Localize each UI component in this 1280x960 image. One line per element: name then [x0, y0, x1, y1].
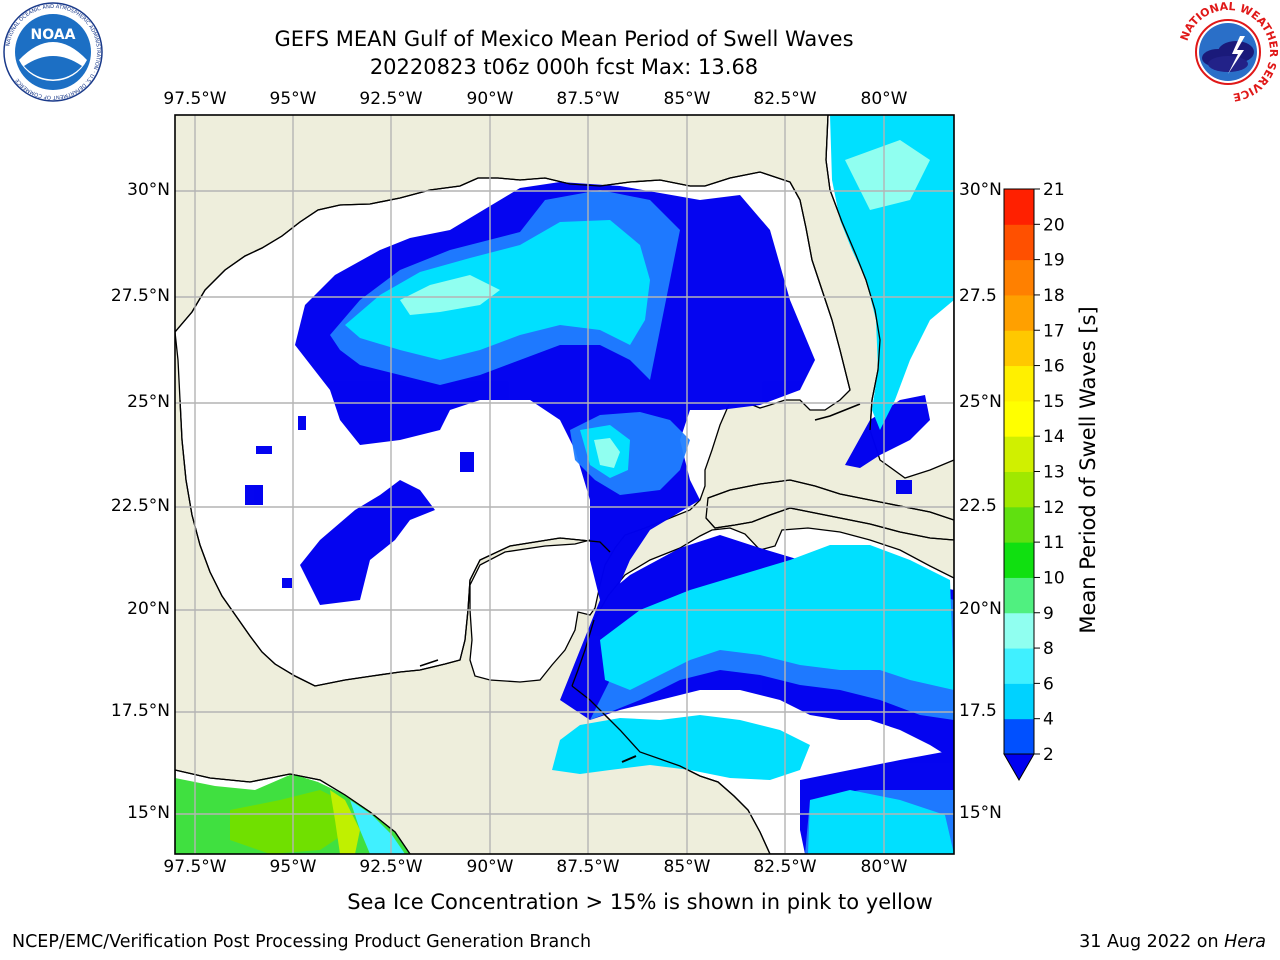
colorbar-tick-label: 10 [1043, 568, 1065, 588]
colorbar-cell [1004, 718, 1034, 755]
colorbar-extend-arrow [1003, 753, 1035, 782]
footer-producer: NCEP/EMC/Verification Post Processing Pr… [12, 932, 592, 952]
lat-label-left: 20°N [127, 599, 170, 619]
colorbar-cell [1004, 612, 1034, 649]
colorbar-tick-label: 2 [1043, 745, 1054, 765]
colorbar-tick-label: 4 [1043, 710, 1054, 730]
lat-label-right: 30°N [959, 180, 1002, 200]
lon-label-top: 80°W [860, 89, 908, 109]
colorbar-tick-label: 19 [1043, 251, 1065, 271]
colorbar-label: Mean Period of Swell Waves [s] [1076, 306, 1100, 634]
colorbar-tick-label: 13 [1043, 463, 1065, 483]
colorbar-tick-label: 21 [1043, 180, 1065, 200]
colorbar-tick-label: 16 [1043, 357, 1065, 377]
lat-label-right: 15°N [959, 803, 1002, 823]
nws-logo: NATIONAL WEATHER SERVICE [1178, 0, 1280, 106]
colorbar-tick-label: 15 [1043, 392, 1065, 412]
footer-date-text: 31 Aug 2022 on [1079, 932, 1225, 952]
colorbar-tick-label: 14 [1043, 427, 1065, 447]
colorbar-cell [1004, 400, 1034, 437]
colorbar-cell [1004, 436, 1034, 472]
lat-label-left: 30°N [127, 180, 170, 200]
colorbar-tick-label: 8 [1043, 639, 1054, 659]
lon-label-top: 95°W [269, 89, 317, 109]
colorbar-tick-label: 18 [1043, 286, 1065, 306]
colorbar-cell [1004, 294, 1034, 331]
noaa-logo: NATIONAL OCEANIC AND ATMOSPHERIC ADMINIS… [2, 2, 104, 106]
colorbar-cell [1004, 506, 1034, 543]
colorbar-cell [1004, 189, 1034, 225]
colorbar-cell [1004, 648, 1034, 684]
lon-label-top: 92.5°W [359, 89, 423, 109]
colorbar-cell [1004, 224, 1034, 261]
graticule [175, 115, 954, 854]
lon-label-top: 87.5°W [556, 89, 620, 109]
lon-label-bottom: 87.5°W [556, 857, 620, 877]
colorbar-tick-label: 12 [1043, 498, 1065, 518]
colorbar-cell [1004, 259, 1034, 296]
colorbar-cell [1004, 330, 1034, 367]
colorbar-ticks: 2 4 6 8 9 10 11 12 13 14 15 16 17 18 19 20 21 [1034, 180, 1065, 765]
lon-label-bottom: 90°W [466, 857, 514, 877]
lat-label-right: 22.5 [959, 496, 997, 516]
lon-label-top: 85°W [663, 89, 711, 109]
lat-label-left: 25°N [127, 392, 170, 412]
colorbar: 2 4 6 8 9 10 11 12 13 14 15 16 17 18 19 20 21 [1003, 180, 1065, 782]
colorbar-cell [1004, 542, 1034, 578]
lat-label-left: 27.5°N [110, 286, 170, 306]
lon-label-bottom: 92.5°W [359, 857, 423, 877]
colorbar-tick-label: 11 [1043, 533, 1065, 553]
lon-label-bottom: 97.5°W [163, 857, 227, 877]
lon-label-bottom: 95°W [269, 857, 317, 877]
colorbar-tick-label: 20 [1043, 215, 1065, 235]
coastlines [175, 115, 954, 854]
footer-date: 31 Aug 2022 on Hera [1079, 932, 1266, 952]
colorbar-cell [1004, 471, 1034, 508]
lon-label-bottom: 85°W [663, 857, 711, 877]
colorbar-cell [1004, 683, 1034, 720]
lat-label-right: 17.5 [959, 701, 997, 721]
colorbar-tick-label: 17 [1043, 321, 1065, 341]
lat-label-right: 27.5 [959, 286, 997, 306]
map-frame [174, 114, 955, 855]
colorbar-cell [1004, 365, 1034, 402]
lat-label-left: 22.5°N [110, 496, 170, 516]
lat-label-left: 15°N [127, 803, 170, 823]
footer-host: Hera [1224, 932, 1266, 952]
lat-label-left: 17.5°N [110, 701, 170, 721]
colorbar-cells [1003, 188, 1035, 782]
colorbar-tick-label: 6 [1043, 674, 1054, 694]
noaa-logo-text: NOAA [31, 27, 76, 43]
lon-label-top: 90°W [466, 89, 514, 109]
lat-label-right: 20°N [959, 599, 1002, 619]
lon-label-bottom: 80°W [860, 857, 908, 877]
colorbar-cell [1004, 577, 1034, 614]
sea-ice-caption: Sea Ice Concentration > 15% is shown in … [347, 890, 933, 914]
colorbar-tick-label: 9 [1043, 604, 1054, 624]
lon-label-bottom: 82.5°W [753, 857, 817, 877]
map-title: GEFS MEAN Gulf of Mexico Mean Period of … [274, 27, 854, 51]
map-subtitle: 20220823 t06z 000h fcst Max: 13.68 [369, 55, 759, 79]
lat-label-right: 25°N [959, 392, 1002, 412]
swell-field-8-9s [400, 140, 930, 468]
lon-label-top: 97.5°W [163, 89, 227, 109]
lon-label-top: 82.5°W [753, 89, 817, 109]
